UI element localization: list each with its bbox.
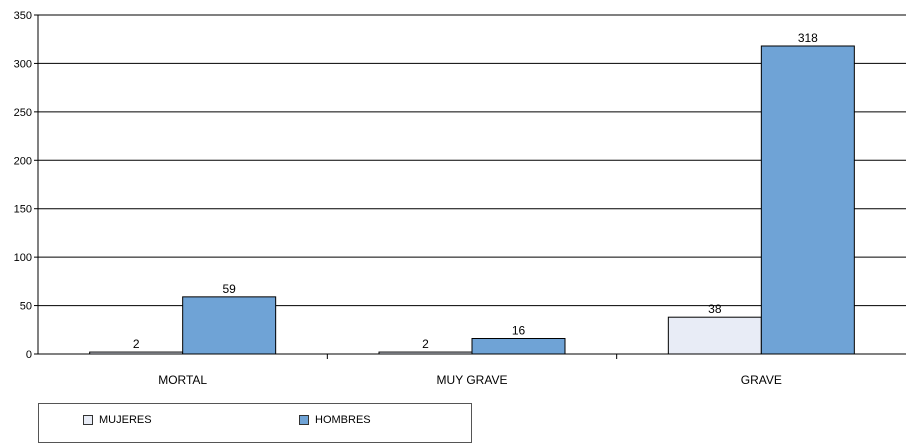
bar-mujeres-mortal xyxy=(89,351,184,355)
bar-hombres-grave xyxy=(760,45,855,355)
y-tick-label: 150 xyxy=(14,204,32,216)
y-tick-label: 0 xyxy=(26,349,32,361)
legend-swatch-mujeres xyxy=(83,415,93,425)
legend-label-mujeres: MUJERES xyxy=(99,414,152,426)
y-tick-label: 300 xyxy=(14,58,32,70)
bars xyxy=(89,45,855,355)
data-label: 2 xyxy=(422,337,429,351)
y-tick-label: 100 xyxy=(14,252,32,264)
x-category-label: MORTAL xyxy=(158,373,207,387)
legend: MUJERES HOMBRES xyxy=(38,403,472,443)
y-tick-label: 350 xyxy=(14,10,32,22)
legend-swatch-hombres xyxy=(299,415,309,425)
y-tick-label: 250 xyxy=(14,107,32,119)
grid-lines xyxy=(38,14,906,307)
legend-item-mujeres: MUJERES xyxy=(83,414,152,426)
x-category-label: GRAVE xyxy=(741,373,782,387)
bar-mujeres-grave xyxy=(667,316,762,355)
data-label: 16 xyxy=(512,324,526,338)
data-label: 318 xyxy=(798,31,818,45)
legend-item-hombres: HOMBRES xyxy=(299,414,371,426)
data-label: 59 xyxy=(222,282,236,296)
y-tick-label: 200 xyxy=(14,155,32,167)
legend-label-hombres: HOMBRES xyxy=(315,414,371,426)
bar-chart: 0 50 100 150 200 250 300 350 MORTAL 2 59 MUY GRAVE… xyxy=(14,10,906,387)
labels: MORTAL 2 59 MUY GRAVE 2 16 GRAVE 38 318 xyxy=(133,31,818,387)
bar-hombres-muy-grave xyxy=(471,338,566,355)
x-category-label: MUY GRAVE xyxy=(437,373,508,387)
data-label: 38 xyxy=(708,302,722,316)
data-label: 2 xyxy=(133,337,140,351)
y-tick-label: 50 xyxy=(20,301,32,313)
bar-mujeres-muy-grave xyxy=(378,351,473,355)
bar-hombres-mortal xyxy=(182,296,277,355)
